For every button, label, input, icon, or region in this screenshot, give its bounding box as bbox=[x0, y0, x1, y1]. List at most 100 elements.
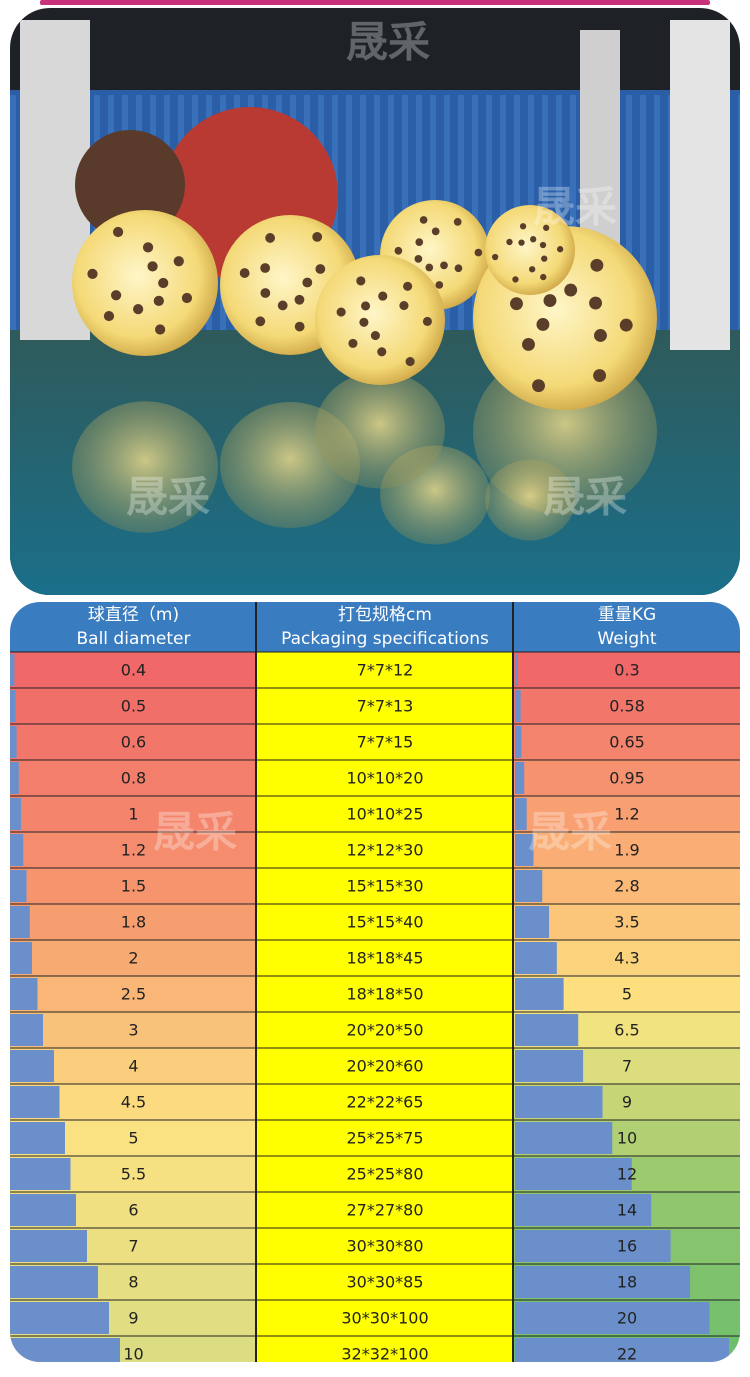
cell-text: 20*20*60 bbox=[346, 1057, 423, 1076]
ball-dot bbox=[399, 301, 409, 311]
cell-text: 6 bbox=[128, 1201, 138, 1220]
cell-text: 4.3 bbox=[614, 949, 639, 968]
ball-dot bbox=[403, 281, 413, 291]
watermark: 晟采 bbox=[346, 18, 430, 67]
ball-dot bbox=[510, 297, 523, 311]
cell-text: 0.5 bbox=[121, 697, 146, 716]
curtain-fold bbox=[570, 95, 576, 335]
data-bar bbox=[515, 654, 518, 686]
ball-dot bbox=[414, 255, 423, 263]
cell-bg bbox=[10, 796, 257, 832]
ball-dot bbox=[153, 295, 164, 307]
ball-dot bbox=[506, 238, 513, 246]
cell-bg bbox=[10, 832, 257, 868]
curtain-fold bbox=[556, 95, 562, 335]
ball-dot bbox=[112, 226, 124, 238]
cell-text: 7*7*12 bbox=[357, 661, 414, 680]
data-bar bbox=[10, 1230, 87, 1262]
ball-dot bbox=[539, 241, 547, 249]
curtain-fold bbox=[640, 95, 646, 335]
data-bar bbox=[10, 654, 15, 686]
cell-bg bbox=[257, 832, 513, 868]
data-bar bbox=[515, 870, 543, 902]
data-bar bbox=[515, 726, 522, 758]
ball-dot bbox=[361, 301, 371, 311]
ball-dot bbox=[302, 277, 313, 288]
data-bar bbox=[10, 906, 30, 938]
cell-bg bbox=[10, 868, 257, 904]
cell-bg bbox=[257, 976, 513, 1012]
cell-bg bbox=[514, 688, 740, 724]
cell-text: 1.2 bbox=[121, 841, 146, 860]
data-bar bbox=[10, 1086, 60, 1118]
cell-text: 0.95 bbox=[609, 769, 645, 788]
ball-dot bbox=[519, 223, 527, 230]
ball-dot bbox=[377, 347, 387, 357]
data-bar bbox=[10, 690, 16, 722]
ball-dot bbox=[454, 264, 463, 273]
cell-text: 10 bbox=[123, 1345, 143, 1364]
data-bar bbox=[10, 978, 38, 1010]
header-text: 打包规格cm bbox=[338, 605, 432, 625]
header-text: 重量KG bbox=[598, 605, 656, 625]
curtain-fold bbox=[472, 95, 478, 335]
cell-text: 15*15*30 bbox=[346, 877, 423, 896]
ball-dot bbox=[158, 277, 169, 289]
cell-text: 22*22*65 bbox=[346, 1093, 423, 1112]
ball-reflection bbox=[315, 371, 445, 489]
ball-dot bbox=[522, 338, 535, 351]
data-bar bbox=[515, 834, 534, 866]
cell-bg bbox=[257, 1228, 513, 1264]
cell-bg bbox=[257, 1048, 513, 1084]
cell-text: 6.5 bbox=[614, 1021, 639, 1040]
data-bar bbox=[515, 1086, 603, 1118]
cell-text: 4 bbox=[128, 1057, 138, 1076]
data-bar bbox=[515, 1122, 613, 1154]
data-bar bbox=[10, 1050, 54, 1082]
curtain-fold bbox=[388, 95, 394, 335]
cell-text: 1.5 bbox=[121, 877, 146, 896]
ball-dot bbox=[260, 263, 271, 273]
ball-dot bbox=[294, 321, 305, 332]
cell-text: 18 bbox=[617, 1273, 637, 1292]
cell-text: 0.4 bbox=[121, 661, 146, 680]
cell-text: 16 bbox=[617, 1237, 637, 1256]
cell-text: 0.3 bbox=[614, 661, 639, 680]
cell-text: 5.5 bbox=[121, 1165, 146, 1184]
cell-text: 30*30*80 bbox=[346, 1237, 423, 1256]
data-bar bbox=[515, 1050, 584, 1082]
ball-dot bbox=[110, 290, 122, 301]
cell-bg bbox=[10, 652, 257, 688]
cell-bg bbox=[257, 1012, 513, 1048]
cell-bg bbox=[514, 652, 740, 688]
cell-text: 10*10*25 bbox=[346, 805, 423, 824]
ball-dot bbox=[594, 329, 607, 342]
cell-text: 12*12*30 bbox=[346, 841, 423, 860]
data-bar bbox=[10, 1014, 43, 1046]
header-bg bbox=[10, 602, 740, 652]
ball-dot bbox=[453, 218, 462, 226]
cell-text: 5 bbox=[128, 1129, 138, 1148]
cell-text: 3 bbox=[128, 1021, 138, 1040]
data-bar bbox=[10, 1194, 76, 1226]
cell-bg bbox=[257, 868, 513, 904]
data-bar bbox=[515, 1014, 579, 1046]
cell-text: 1.8 bbox=[121, 913, 146, 932]
data-bar bbox=[10, 942, 32, 974]
ball-dot bbox=[356, 276, 366, 286]
ball-dot bbox=[394, 246, 403, 255]
ball-dot bbox=[294, 294, 305, 305]
cell-text: 1.2 bbox=[614, 805, 639, 824]
ball-dot bbox=[543, 224, 550, 231]
cell-text: 20 bbox=[617, 1309, 637, 1328]
ball-dot bbox=[529, 266, 536, 273]
data-bar bbox=[10, 1158, 71, 1190]
ball-dot bbox=[512, 276, 519, 283]
watermark: 晟采 bbox=[533, 183, 617, 232]
data-bar bbox=[515, 1230, 671, 1262]
cell-text: 25*25*80 bbox=[346, 1165, 423, 1184]
cell-text: 30*30*100 bbox=[341, 1309, 428, 1328]
ball-dot bbox=[619, 318, 633, 332]
curtain-fold bbox=[10, 95, 16, 335]
